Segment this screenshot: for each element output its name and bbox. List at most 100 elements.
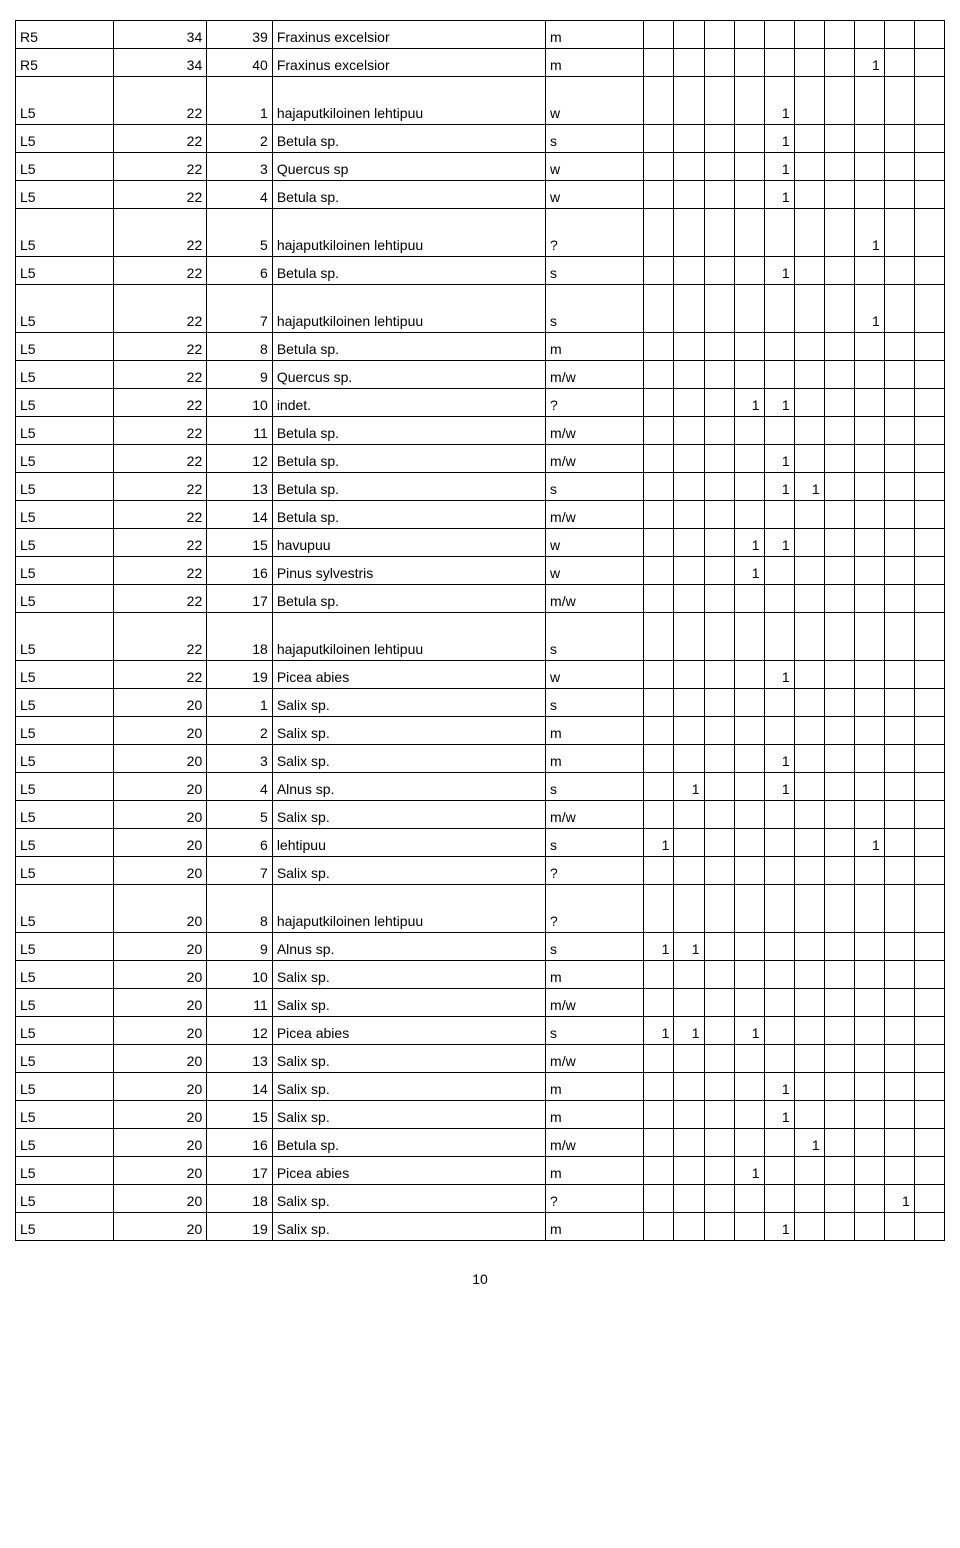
table-cell: 19 [207, 661, 273, 689]
table-cell [824, 933, 854, 961]
table-cell [704, 389, 734, 417]
table-cell [764, 21, 794, 49]
table-cell [644, 1213, 674, 1241]
table-cell [884, 717, 914, 745]
table-cell: 40 [207, 49, 273, 77]
table-cell: 22 [114, 585, 207, 613]
table-cell: 39 [207, 21, 273, 49]
table-cell [644, 717, 674, 745]
table-cell: L5 [16, 153, 114, 181]
table-row: L5208hajaputkiloinen lehtipuu? [16, 885, 945, 933]
table-cell [794, 933, 824, 961]
table-cell [734, 1213, 764, 1241]
table-cell: 9 [207, 361, 273, 389]
table-cell: 20 [114, 857, 207, 885]
table-cell [794, 1213, 824, 1241]
table-cell [854, 257, 884, 285]
table-cell [734, 333, 764, 361]
table-cell [704, 21, 734, 49]
table-cell [914, 77, 944, 125]
table-cell [794, 181, 824, 209]
table-cell [674, 1157, 704, 1185]
table-cell: 20 [114, 1157, 207, 1185]
table-cell: 13 [207, 473, 273, 501]
table-cell: Salix sp. [272, 745, 545, 773]
table-cell [644, 333, 674, 361]
table-row: L52218hajaputkiloinen lehtipuus [16, 613, 945, 661]
table-cell: w [546, 153, 644, 181]
table-cell [674, 417, 704, 445]
table-cell [704, 501, 734, 529]
table-cell [914, 1073, 944, 1101]
table-cell: 20 [114, 933, 207, 961]
table-cell: L5 [16, 717, 114, 745]
table-cell [704, 1073, 734, 1101]
table-cell [764, 689, 794, 717]
table-cell: m/w [546, 989, 644, 1017]
table-row: L52016Betula sp.m/w1 [16, 1129, 945, 1157]
table-cell: m/w [546, 445, 644, 473]
table-cell: L5 [16, 529, 114, 557]
table-cell [824, 529, 854, 557]
table-cell [674, 49, 704, 77]
table-cell [824, 49, 854, 77]
table-cell [704, 181, 734, 209]
table-cell: m/w [546, 585, 644, 613]
table-row: L5207Salix sp.? [16, 857, 945, 885]
table-cell [884, 361, 914, 389]
table-cell [824, 1045, 854, 1073]
table-cell [644, 77, 674, 125]
table-cell [644, 417, 674, 445]
table-cell [644, 361, 674, 389]
table-cell [914, 209, 944, 257]
table-cell [704, 689, 734, 717]
table-cell: 22 [114, 417, 207, 445]
table-cell: 22 [114, 389, 207, 417]
table-cell: 22 [114, 661, 207, 689]
table-cell: Betula sp. [272, 417, 545, 445]
table-cell [704, 885, 734, 933]
table-cell [644, 689, 674, 717]
table-cell [884, 829, 914, 857]
table-cell [854, 689, 884, 717]
table-cell: R5 [16, 49, 114, 77]
table-cell: L5 [16, 285, 114, 333]
table-cell [914, 745, 944, 773]
table-cell [734, 613, 764, 661]
table-cell [704, 285, 734, 333]
table-cell: Alnus sp. [272, 773, 545, 801]
table-cell: 1 [884, 1185, 914, 1213]
table-cell: L5 [16, 501, 114, 529]
table-cell [674, 125, 704, 153]
table-cell [794, 49, 824, 77]
table-cell [734, 989, 764, 1017]
table-cell [734, 361, 764, 389]
table-cell [854, 961, 884, 989]
table-cell [914, 1045, 944, 1073]
table-row: L52015Salix sp.m1 [16, 1101, 945, 1129]
table-cell [764, 1045, 794, 1073]
table-cell [674, 333, 704, 361]
table-cell [914, 933, 944, 961]
table-cell [674, 389, 704, 417]
table-cell: s [546, 125, 644, 153]
table-cell: Fraxinus excelsior [272, 21, 545, 49]
table-cell [884, 417, 914, 445]
table-cell: 1 [794, 473, 824, 501]
table-cell [644, 1129, 674, 1157]
table-row: L52210indet.?11 [16, 389, 945, 417]
table-cell [914, 529, 944, 557]
table-cell [794, 1073, 824, 1101]
table-cell: L5 [16, 661, 114, 689]
table-cell: 1 [764, 1101, 794, 1129]
table-row: L5205Salix sp.m/w [16, 801, 945, 829]
table-cell [764, 933, 794, 961]
table-cell [914, 773, 944, 801]
table-cell [824, 773, 854, 801]
table-cell: L5 [16, 445, 114, 473]
table-cell: 22 [114, 125, 207, 153]
table-cell: Salix sp. [272, 1101, 545, 1129]
table-cell [884, 1157, 914, 1185]
table-cell [884, 773, 914, 801]
table-cell: ? [546, 209, 644, 257]
